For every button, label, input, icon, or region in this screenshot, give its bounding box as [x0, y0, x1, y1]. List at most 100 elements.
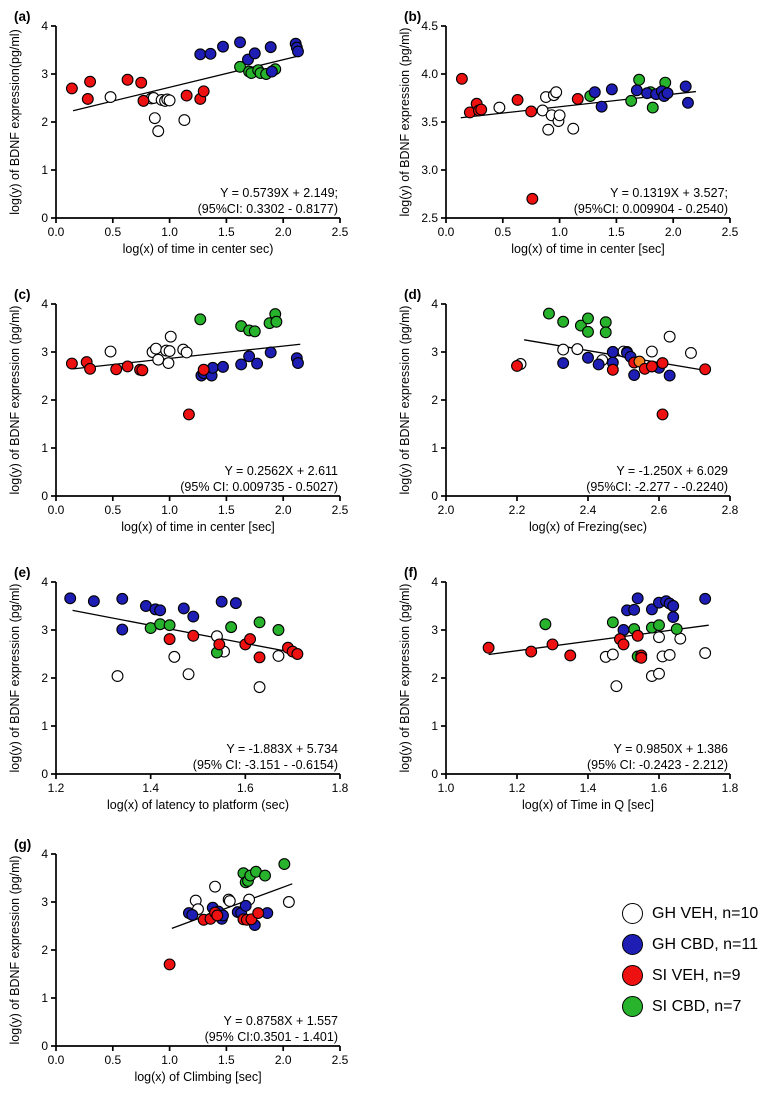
y-tick-label: 1	[41, 991, 48, 1005]
legend-marker-gh-cbd	[622, 934, 643, 955]
panel-label: (d)	[404, 287, 421, 302]
panel-b: (b) 2.5 3.0 3.5 4.0 4.5 0.0 0.5 1.0 1.5 2.0 2.5 log(…	[396, 6, 774, 268]
y-tick-label: 2	[41, 671, 48, 685]
x-tick-label: 1.0	[161, 1053, 178, 1067]
y-axis-label: log(y) of BDNF expression (pg/ml)	[8, 306, 22, 495]
point-gh-veh	[253, 681, 266, 694]
point-si-cbd	[599, 316, 612, 329]
panel-label: (e)	[14, 565, 31, 580]
point-si-cbd	[278, 858, 291, 871]
x-tick-label: 1.4	[142, 781, 159, 795]
x-tick-label: 2.6	[651, 503, 668, 517]
point-gh-cbd	[217, 40, 229, 53]
point-gh-cbd	[234, 36, 246, 49]
y-axis-label: log(y) of BDNF expression (pg/ml)	[8, 584, 22, 773]
point-gh-veh	[550, 86, 563, 99]
chart-c-svg: (c) 0 1 2 3 4 0.0 0.5 1.0 1.5 2.0 2.5 log(x) of time…	[8, 287, 349, 534]
y-tick-label: 4	[41, 297, 48, 311]
x-tick-label: 1.8	[332, 781, 349, 795]
x-tick-label: 2.8	[722, 503, 739, 517]
equation-line1: Y = 0.8758X + 1.557	[224, 1014, 339, 1028]
panel-label: (g)	[14, 837, 31, 852]
point-si-veh	[699, 363, 712, 376]
point-si-cbd	[582, 312, 594, 325]
point-gh-veh	[162, 357, 175, 369]
point-gh-cbd	[667, 611, 680, 623]
legend-marker-si-veh	[622, 965, 643, 986]
y-tick-label: 4.5	[421, 19, 438, 33]
point-gh-veh	[111, 670, 124, 683]
point-gh-cbd	[194, 48, 207, 61]
point-si-veh	[163, 633, 176, 646]
point-si-veh	[180, 89, 193, 102]
point-gh-veh	[209, 880, 221, 893]
point-gh-cbd	[667, 600, 680, 612]
point-gh-veh	[148, 112, 161, 125]
point-si-cbd	[234, 60, 246, 73]
x-tick-label: 2.5	[332, 1053, 349, 1067]
x-tick-label: 1.2	[509, 781, 526, 795]
y-tick-label: 4	[431, 575, 438, 589]
point-gh-cbd	[217, 360, 229, 373]
point-gh-veh	[180, 346, 193, 359]
x-tick-label: 0.0	[48, 225, 65, 239]
x-tick-label: 2.0	[438, 503, 455, 517]
x-tick-label: 1.5	[608, 225, 625, 239]
point-si-veh	[182, 408, 195, 421]
point-si-veh	[110, 363, 123, 376]
point-si-veh	[121, 73, 134, 86]
y-tick-label: 0	[41, 489, 48, 503]
point-gh-veh	[653, 667, 665, 680]
y-tick-label: 0	[41, 211, 48, 225]
equation-line1: Y = -1.883X + 5.734	[226, 742, 338, 756]
y-tick-label: 1	[41, 719, 48, 733]
point-gh-cbd	[116, 592, 129, 605]
point-gh-cbd	[235, 358, 248, 371]
point-gh-cbd	[592, 358, 605, 371]
point-gh-cbd	[264, 346, 277, 359]
y-axis-label: log(y) of BDNF expression (pg/ml)	[8, 856, 22, 1045]
point-gh-cbd	[663, 369, 676, 382]
y-tick-label: 3.0	[421, 163, 438, 177]
point-si-veh	[656, 357, 669, 369]
x-tick-label: 2.0	[665, 225, 682, 239]
x-tick-label: 2.2	[509, 503, 526, 517]
y-tick-label: 0	[41, 767, 48, 781]
point-gh-veh	[163, 345, 176, 357]
chart-d-svg: (d) 0 1 2 3 4 2.0 2.2 2.4 2.6 2.8 log(x) of Frezing…	[398, 287, 739, 534]
point-si-veh	[455, 72, 468, 85]
x-tick-label: 0.5	[104, 1053, 121, 1067]
y-axis-label: log(y) of BDNF expression (pg/ml)	[398, 584, 412, 773]
x-axis-label: log(x) of Frezing(sec)	[529, 520, 647, 534]
point-si-veh	[482, 641, 495, 654]
x-tick-label: 0.5	[104, 225, 121, 239]
equation-line2: (95% CI: -3.151 - -0.6154)	[193, 758, 338, 772]
x-axis-label: log(x) of Climbing [sec]	[134, 1070, 261, 1084]
point-si-veh	[525, 645, 538, 658]
point-si-cbd	[225, 621, 238, 634]
equation-line1: Y = 0.9850X + 1.386	[614, 742, 729, 756]
x-tick-label: 0.5	[104, 503, 121, 517]
legend-label-gh-cbd: GH CBD, n=11	[652, 935, 758, 953]
panel-label: (c)	[14, 287, 31, 302]
point-si-cbd	[557, 315, 570, 328]
point-si-veh	[645, 360, 658, 373]
point-gh-cbd	[186, 909, 199, 921]
point-si-cbd	[259, 869, 271, 882]
equation-line2: (95%CI: 0.3302 - 0.8177)	[198, 202, 338, 216]
legend-label-gh-veh: GH VEH, n=10	[652, 904, 759, 922]
point-si-cbd	[625, 94, 638, 107]
equation-line1: Y = -1.250X + 6.029	[616, 464, 728, 478]
point-si-veh	[244, 633, 257, 646]
panel-c: (c) 0 1 2 3 4 0.0 0.5 1.0 1.5 2.0 2.5 log(x) of time…	[6, 284, 384, 546]
y-tick-label: 2	[41, 943, 48, 957]
point-gh-veh	[223, 895, 236, 907]
point-si-veh	[163, 958, 176, 971]
point-gh-cbd	[154, 604, 167, 617]
point-si-veh	[656, 408, 669, 421]
y-tick-label: 2	[41, 115, 48, 129]
point-gh-veh	[571, 343, 584, 356]
point-si-veh	[564, 649, 577, 662]
x-tick-label: 1.6	[651, 781, 668, 795]
point-gh-veh	[164, 330, 177, 343]
